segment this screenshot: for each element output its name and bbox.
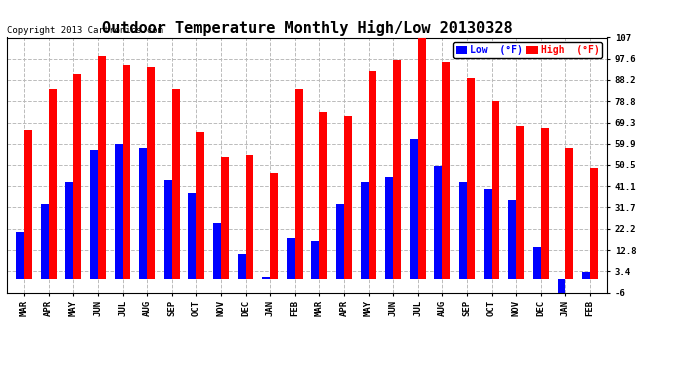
Bar	[467, 78, 475, 279]
Bar	[295, 89, 303, 279]
Bar	[590, 168, 598, 279]
Text: Copyright 2013 Cartronics.com: Copyright 2013 Cartronics.com	[7, 26, 163, 35]
Bar	[336, 204, 344, 279]
Bar	[558, 279, 565, 297]
Bar	[516, 126, 524, 279]
Bar	[361, 182, 368, 279]
Bar	[17, 232, 24, 279]
Bar	[344, 117, 352, 279]
Bar	[410, 139, 417, 279]
Bar	[221, 157, 229, 279]
Bar	[172, 89, 179, 279]
Bar	[435, 166, 442, 279]
Bar	[484, 189, 491, 279]
Bar	[368, 71, 377, 279]
Legend: Low  (°F), High  (°F): Low (°F), High (°F)	[453, 42, 602, 58]
Bar	[442, 62, 451, 279]
Bar	[237, 254, 246, 279]
Bar	[262, 277, 270, 279]
Bar	[417, 33, 426, 279]
Bar	[164, 180, 172, 279]
Bar	[533, 248, 541, 279]
Bar	[49, 89, 57, 279]
Bar	[123, 64, 130, 279]
Bar	[188, 193, 197, 279]
Bar	[582, 272, 590, 279]
Bar	[393, 60, 401, 279]
Bar	[41, 204, 49, 279]
Bar	[311, 241, 319, 279]
Bar	[90, 150, 98, 279]
Bar	[491, 100, 500, 279]
Bar	[213, 222, 221, 279]
Bar	[115, 144, 123, 279]
Bar	[246, 155, 253, 279]
Title: Outdoor Temperature Monthly High/Low 20130328: Outdoor Temperature Monthly High/Low 201…	[101, 20, 513, 36]
Bar	[541, 128, 549, 279]
Bar	[509, 200, 516, 279]
Bar	[319, 112, 327, 279]
Bar	[98, 56, 106, 279]
Bar	[287, 238, 295, 279]
Bar	[565, 148, 573, 279]
Bar	[66, 182, 73, 279]
Bar	[385, 177, 393, 279]
Bar	[147, 67, 155, 279]
Bar	[270, 173, 278, 279]
Bar	[24, 130, 32, 279]
Bar	[197, 132, 204, 279]
Bar	[139, 148, 147, 279]
Bar	[459, 182, 467, 279]
Bar	[73, 74, 81, 279]
